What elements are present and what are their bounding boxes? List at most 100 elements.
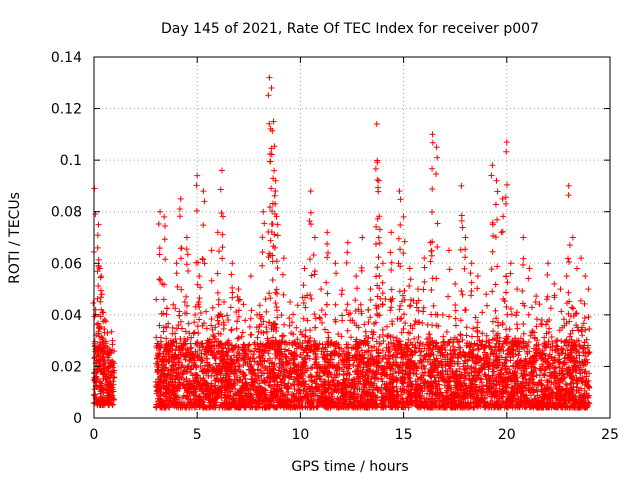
data-point <box>110 374 117 381</box>
data-point <box>424 379 431 386</box>
data-point <box>306 374 313 381</box>
data-point <box>544 293 551 300</box>
data-point <box>477 365 484 372</box>
data-point <box>367 351 374 358</box>
data-point <box>198 340 205 347</box>
data-point <box>354 370 361 377</box>
data-point <box>280 361 287 368</box>
data-point <box>517 358 524 365</box>
data-point <box>558 345 565 352</box>
data-point <box>330 389 337 396</box>
data-point <box>499 375 506 382</box>
data-point <box>234 348 241 355</box>
data-point <box>533 349 540 356</box>
data-point <box>236 352 243 359</box>
data-point <box>258 321 265 328</box>
data-point <box>304 317 311 324</box>
data-point <box>278 312 285 319</box>
data-point <box>368 376 375 383</box>
data-point <box>321 363 328 370</box>
data-point <box>455 354 462 361</box>
data-point <box>477 356 484 363</box>
data-point <box>514 388 521 395</box>
data-point <box>259 385 266 392</box>
data-point <box>567 346 574 353</box>
data-point <box>354 397 361 404</box>
data-point <box>378 375 385 382</box>
data-point <box>583 356 590 363</box>
data-point <box>417 392 424 399</box>
data-point <box>509 404 516 411</box>
data-point <box>449 343 456 350</box>
data-point <box>318 376 325 383</box>
data-point <box>275 367 282 374</box>
data-point <box>272 289 279 296</box>
data-point <box>459 337 466 344</box>
data-point <box>98 385 105 392</box>
data-point <box>554 337 561 344</box>
data-point <box>378 390 385 397</box>
data-point <box>201 320 208 327</box>
data-point <box>526 379 533 386</box>
data-point <box>490 381 497 388</box>
data-point <box>354 397 361 404</box>
data-point <box>191 319 198 326</box>
data-point <box>483 382 490 389</box>
data-point <box>253 404 260 411</box>
data-point <box>546 351 553 358</box>
data-point <box>448 391 455 398</box>
data-point <box>382 385 389 392</box>
data-point <box>489 318 496 325</box>
data-point <box>336 344 343 351</box>
data-point <box>419 370 426 377</box>
data-point <box>286 315 293 322</box>
data-point <box>278 368 285 375</box>
data-point <box>240 301 247 308</box>
data-point <box>179 325 186 332</box>
data-point <box>408 380 415 387</box>
data-point <box>206 397 213 404</box>
data-point <box>96 341 103 348</box>
data-point <box>176 373 183 380</box>
data-point <box>460 386 467 393</box>
data-point <box>426 331 433 338</box>
data-point <box>242 317 249 324</box>
data-point <box>369 396 376 403</box>
data-point <box>316 314 323 321</box>
data-point <box>438 373 445 380</box>
data-point <box>259 362 266 369</box>
data-point <box>475 346 482 353</box>
data-point <box>503 303 510 310</box>
data-point <box>472 387 479 394</box>
data-point <box>363 366 370 373</box>
data-point <box>472 314 479 321</box>
data-point <box>361 388 368 395</box>
data-point <box>429 338 436 345</box>
data-point <box>486 404 493 411</box>
data-point <box>344 327 351 334</box>
data-point <box>503 326 510 333</box>
data-point <box>108 369 115 376</box>
data-point <box>472 400 479 407</box>
data-point <box>386 365 393 372</box>
data-point <box>528 369 535 376</box>
data-point <box>548 333 555 340</box>
data-point <box>293 345 300 352</box>
data-point <box>197 309 204 316</box>
data-point <box>269 334 276 341</box>
data-point <box>191 388 198 395</box>
data-point <box>368 344 375 351</box>
data-point <box>357 301 364 308</box>
data-point <box>276 355 283 362</box>
data-point <box>408 381 415 388</box>
data-point <box>294 302 301 309</box>
data-point <box>254 398 261 405</box>
data-point <box>376 334 383 341</box>
data-point <box>522 376 529 383</box>
data-point <box>338 403 345 410</box>
data-point <box>353 371 360 378</box>
data-point <box>256 302 263 309</box>
data-point <box>444 371 451 378</box>
data-point <box>460 348 467 355</box>
data-point <box>227 355 234 362</box>
